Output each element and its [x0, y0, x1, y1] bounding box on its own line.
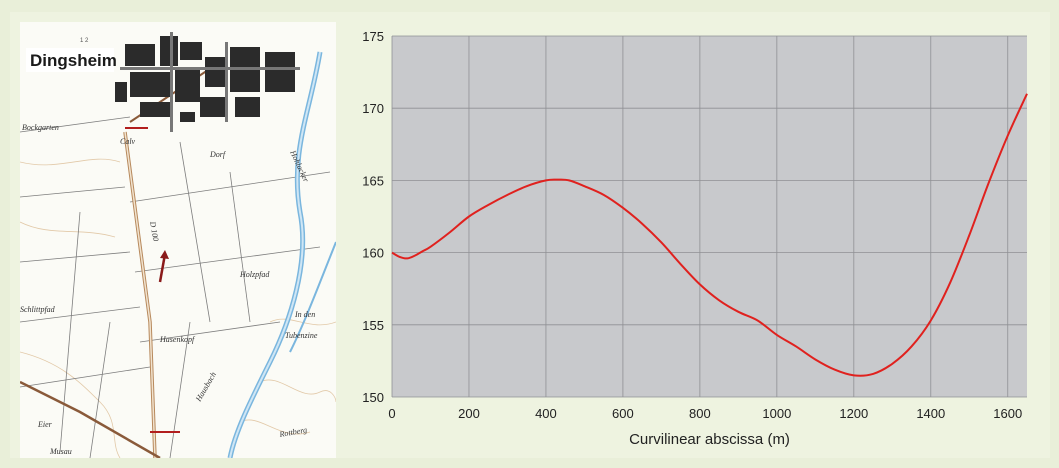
grid — [391, 35, 1027, 398]
y-tick-label: 155 — [362, 318, 384, 333]
map-label-bockgarten: Bockgarten — [22, 123, 59, 132]
map-label-musau: Musau — [49, 447, 72, 456]
river — [227, 51, 336, 458]
y-axis-ticks: 150 155 160 165 170 175 — [362, 29, 384, 405]
y-tick-label: 150 — [362, 390, 384, 405]
village-buildings — [115, 36, 295, 122]
map-drawing: Dingsheim 1 2 Bockgarten Calv Hohlacker … — [20, 22, 336, 458]
village-streets — [120, 32, 300, 132]
map-label-tubenzine: Tubenzine — [285, 331, 318, 340]
y-tick-label: 165 — [362, 173, 384, 188]
x-tick-label: 1600 — [993, 406, 1022, 421]
y-tick-label: 175 — [362, 29, 384, 44]
x-tick-label: 400 — [535, 406, 557, 421]
town-label: Dingsheim — [30, 51, 117, 70]
map-label-d100: D 100 — [148, 220, 160, 242]
map-label-hasenkopf: Hasenkopf — [159, 335, 196, 344]
map-label-eier: Eier — [37, 420, 53, 429]
x-axis-ticks: 0 200 400 600 800 1000 1200 1400 1600 — [388, 406, 1022, 421]
y-tick-label: 170 — [362, 101, 384, 116]
x-tick-label: 1000 — [762, 406, 791, 421]
x-tick-label: 0 — [388, 406, 395, 421]
y-tick-label: 160 — [362, 246, 384, 261]
x-tick-label: 800 — [689, 406, 711, 421]
grid-ref-label: 1 2 — [80, 38, 89, 44]
map-label-dorf: Dorf — [209, 150, 227, 159]
map-label-indem: In den — [294, 310, 315, 319]
x-axis-title: Curvilinear abscissa (m) — [629, 431, 790, 448]
map-label-holzpfad: Holzpfad — [239, 270, 270, 279]
x-tick-label: 1400 — [916, 406, 945, 421]
map-label-cale: Calv — [120, 137, 136, 146]
elevation-series-line — [391, 93, 1028, 377]
x-tick-label: 200 — [458, 406, 480, 421]
section-markers — [125, 127, 180, 433]
map-label-schlittpfad: Schlittpfad — [20, 305, 56, 314]
elevation-profile-chart: 150 155 160 165 170 175 0 200 400 600 800 1000 1200… — [362, 29, 1028, 448]
topographic-map: Dingsheim 1 2 Bockgarten Calv Hohlacker … — [20, 22, 336, 458]
field-boundaries — [20, 116, 331, 458]
town-label-bg — [26, 48, 114, 72]
x-tick-label: 1200 — [839, 406, 868, 421]
contour-lines — [20, 158, 336, 458]
x-tick-label: 600 — [612, 406, 634, 421]
plot-area — [392, 36, 1027, 397]
